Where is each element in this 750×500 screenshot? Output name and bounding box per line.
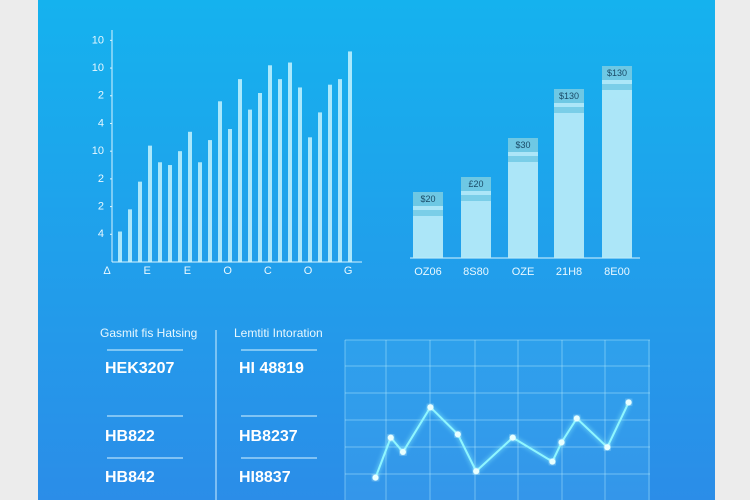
bar-tag: $30 xyxy=(515,140,530,150)
point xyxy=(558,439,565,446)
x-tick-label: 21H8 xyxy=(556,266,582,278)
point xyxy=(473,468,480,475)
y-tick-label: 10 xyxy=(92,34,104,46)
line-chart-area xyxy=(345,340,650,500)
bar xyxy=(218,101,222,263)
stat-value: HI 48819 xyxy=(239,360,304,377)
point xyxy=(427,404,434,411)
bar xyxy=(158,162,162,262)
bar xyxy=(168,165,172,262)
bar-cap xyxy=(461,177,491,191)
point xyxy=(387,434,394,441)
bar-tag: $20 xyxy=(420,194,435,204)
bar xyxy=(308,137,312,262)
bar xyxy=(178,151,182,262)
y-tick-label: 2 xyxy=(98,200,104,212)
bar xyxy=(198,162,202,262)
y-tick-label: 2 xyxy=(98,173,104,185)
bar xyxy=(348,51,352,262)
bar xyxy=(138,181,142,262)
point xyxy=(625,399,632,406)
stat-value: HB842 xyxy=(105,469,155,486)
bar xyxy=(328,84,332,263)
bar-tag: £20 xyxy=(468,179,483,189)
point xyxy=(399,449,406,455)
x-tick-label: O xyxy=(223,265,232,277)
bar-cap xyxy=(508,138,538,152)
bar xyxy=(118,231,122,262)
point xyxy=(604,444,611,451)
bar xyxy=(288,62,292,263)
stat-value: HB8237 xyxy=(239,428,298,445)
bar xyxy=(268,65,272,262)
x-tick-label: O xyxy=(304,265,313,277)
grid xyxy=(344,339,650,500)
point xyxy=(372,474,379,481)
stat-value: HEK3207 xyxy=(105,360,174,377)
x-tick-label: E xyxy=(184,265,191,277)
bar xyxy=(258,92,262,263)
bar xyxy=(208,140,212,262)
point xyxy=(573,415,580,422)
bar xyxy=(248,109,252,262)
stat-value: HI8837 xyxy=(239,469,291,486)
bar-cap xyxy=(554,89,584,103)
x-tick-label: Δ xyxy=(103,265,111,277)
bar xyxy=(298,87,302,262)
x-tick-label: 8E00 xyxy=(604,266,630,278)
bar xyxy=(554,89,584,258)
point xyxy=(454,431,461,438)
stat-header: Gasmit fis Hatsing xyxy=(100,326,197,340)
stat-header: Lemtiti Intoration xyxy=(234,326,323,340)
bar-tag: $130 xyxy=(559,91,579,101)
bar-band xyxy=(461,195,491,201)
line xyxy=(374,401,630,478)
x-tick-label: C xyxy=(264,265,272,277)
y-tick-label: 4 xyxy=(98,228,104,240)
x-tick-label: E xyxy=(144,265,151,277)
bar-cap xyxy=(413,192,443,206)
bar-tag: $130 xyxy=(607,68,627,78)
bar xyxy=(338,79,342,262)
bar xyxy=(238,79,242,262)
bar xyxy=(188,131,192,262)
x-tick-label: G xyxy=(344,265,353,277)
x-tick-label: 8S80 xyxy=(463,266,489,278)
bar-band xyxy=(508,156,538,162)
bar-cap xyxy=(602,66,632,80)
stat-value: HB822 xyxy=(105,428,155,445)
bar xyxy=(228,129,232,262)
point xyxy=(509,434,516,441)
bar-band xyxy=(602,84,632,90)
y-tick-label: 10 xyxy=(92,145,104,157)
point xyxy=(549,458,556,465)
bar xyxy=(602,66,632,258)
bar-band xyxy=(413,210,443,216)
x-tick-label: OZE xyxy=(512,266,535,278)
y-tick-label: 4 xyxy=(98,117,104,129)
y-tick-label: 2 xyxy=(98,90,104,102)
bar xyxy=(148,145,152,262)
bar xyxy=(318,112,322,262)
bar xyxy=(278,79,282,262)
bar-band xyxy=(554,107,584,113)
bar xyxy=(128,209,132,262)
x-tick-label: OZ06 xyxy=(414,266,442,278)
y-tick-label: 10 xyxy=(92,62,104,74)
